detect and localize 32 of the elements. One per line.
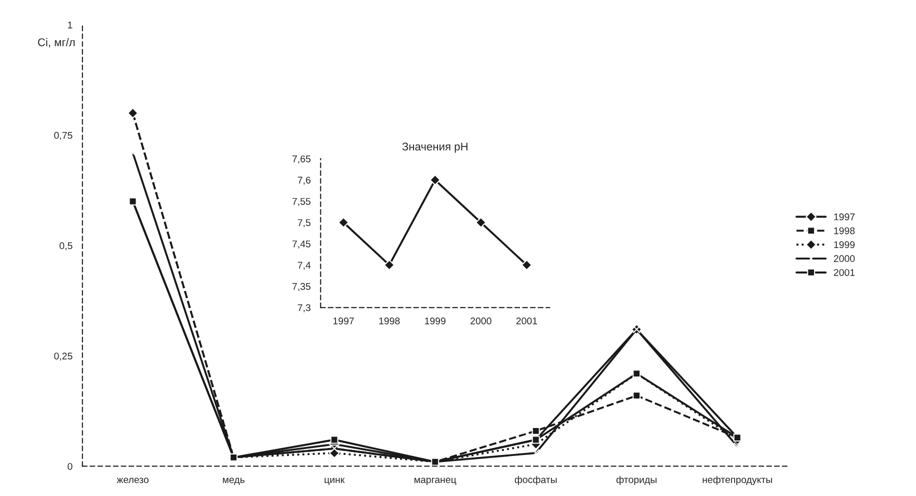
legend-label: 1999: [834, 241, 855, 248]
y-tick-label: 1: [68, 22, 72, 28]
legend-label: 2000: [834, 255, 855, 262]
x-tick-label: 1999: [425, 318, 446, 324]
y-tick-label: 7,3: [298, 304, 310, 312]
y-tick-label: 0,75: [54, 132, 72, 140]
x-tick-label: 1998: [379, 318, 400, 324]
y-tick-label: 0,5: [60, 242, 72, 250]
y-tick-label: 7,65: [292, 155, 310, 164]
legend-label: 2001: [834, 269, 855, 276]
x-tick-label: 2001: [516, 318, 538, 324]
chart-title: Значения pH: [402, 142, 468, 153]
x-tick-label: цинк: [324, 478, 345, 485]
x-tick-label: медь: [222, 478, 244, 485]
x-tick-label: нефтепродукты: [702, 476, 772, 486]
y-tick-label: 0: [68, 462, 72, 470]
legend-label: 1997: [834, 213, 855, 220]
y-tick-label: 7,55: [292, 198, 310, 206]
x-tick-label: марганец: [414, 478, 456, 486]
y-tick-label: 7,35: [292, 282, 310, 292]
x-tick-label: железо: [116, 478, 149, 484]
x-tick-label: фосфаты: [514, 476, 557, 486]
x-tick-label: 1997: [333, 318, 354, 324]
y-tick-label: 7,45: [292, 240, 310, 249]
legend-label: 1998: [834, 227, 855, 234]
y-tick-label: 7,6: [298, 176, 310, 185]
x-tick-label: фториды: [616, 476, 656, 486]
y-axis-title: Ci, мг/л: [38, 38, 75, 48]
y-tick-label: 7,5: [298, 219, 310, 228]
y-tick-label: 7,4: [298, 262, 311, 270]
x-tick-label: 2000: [470, 318, 492, 324]
y-tick-label: 0,25: [54, 352, 72, 361]
